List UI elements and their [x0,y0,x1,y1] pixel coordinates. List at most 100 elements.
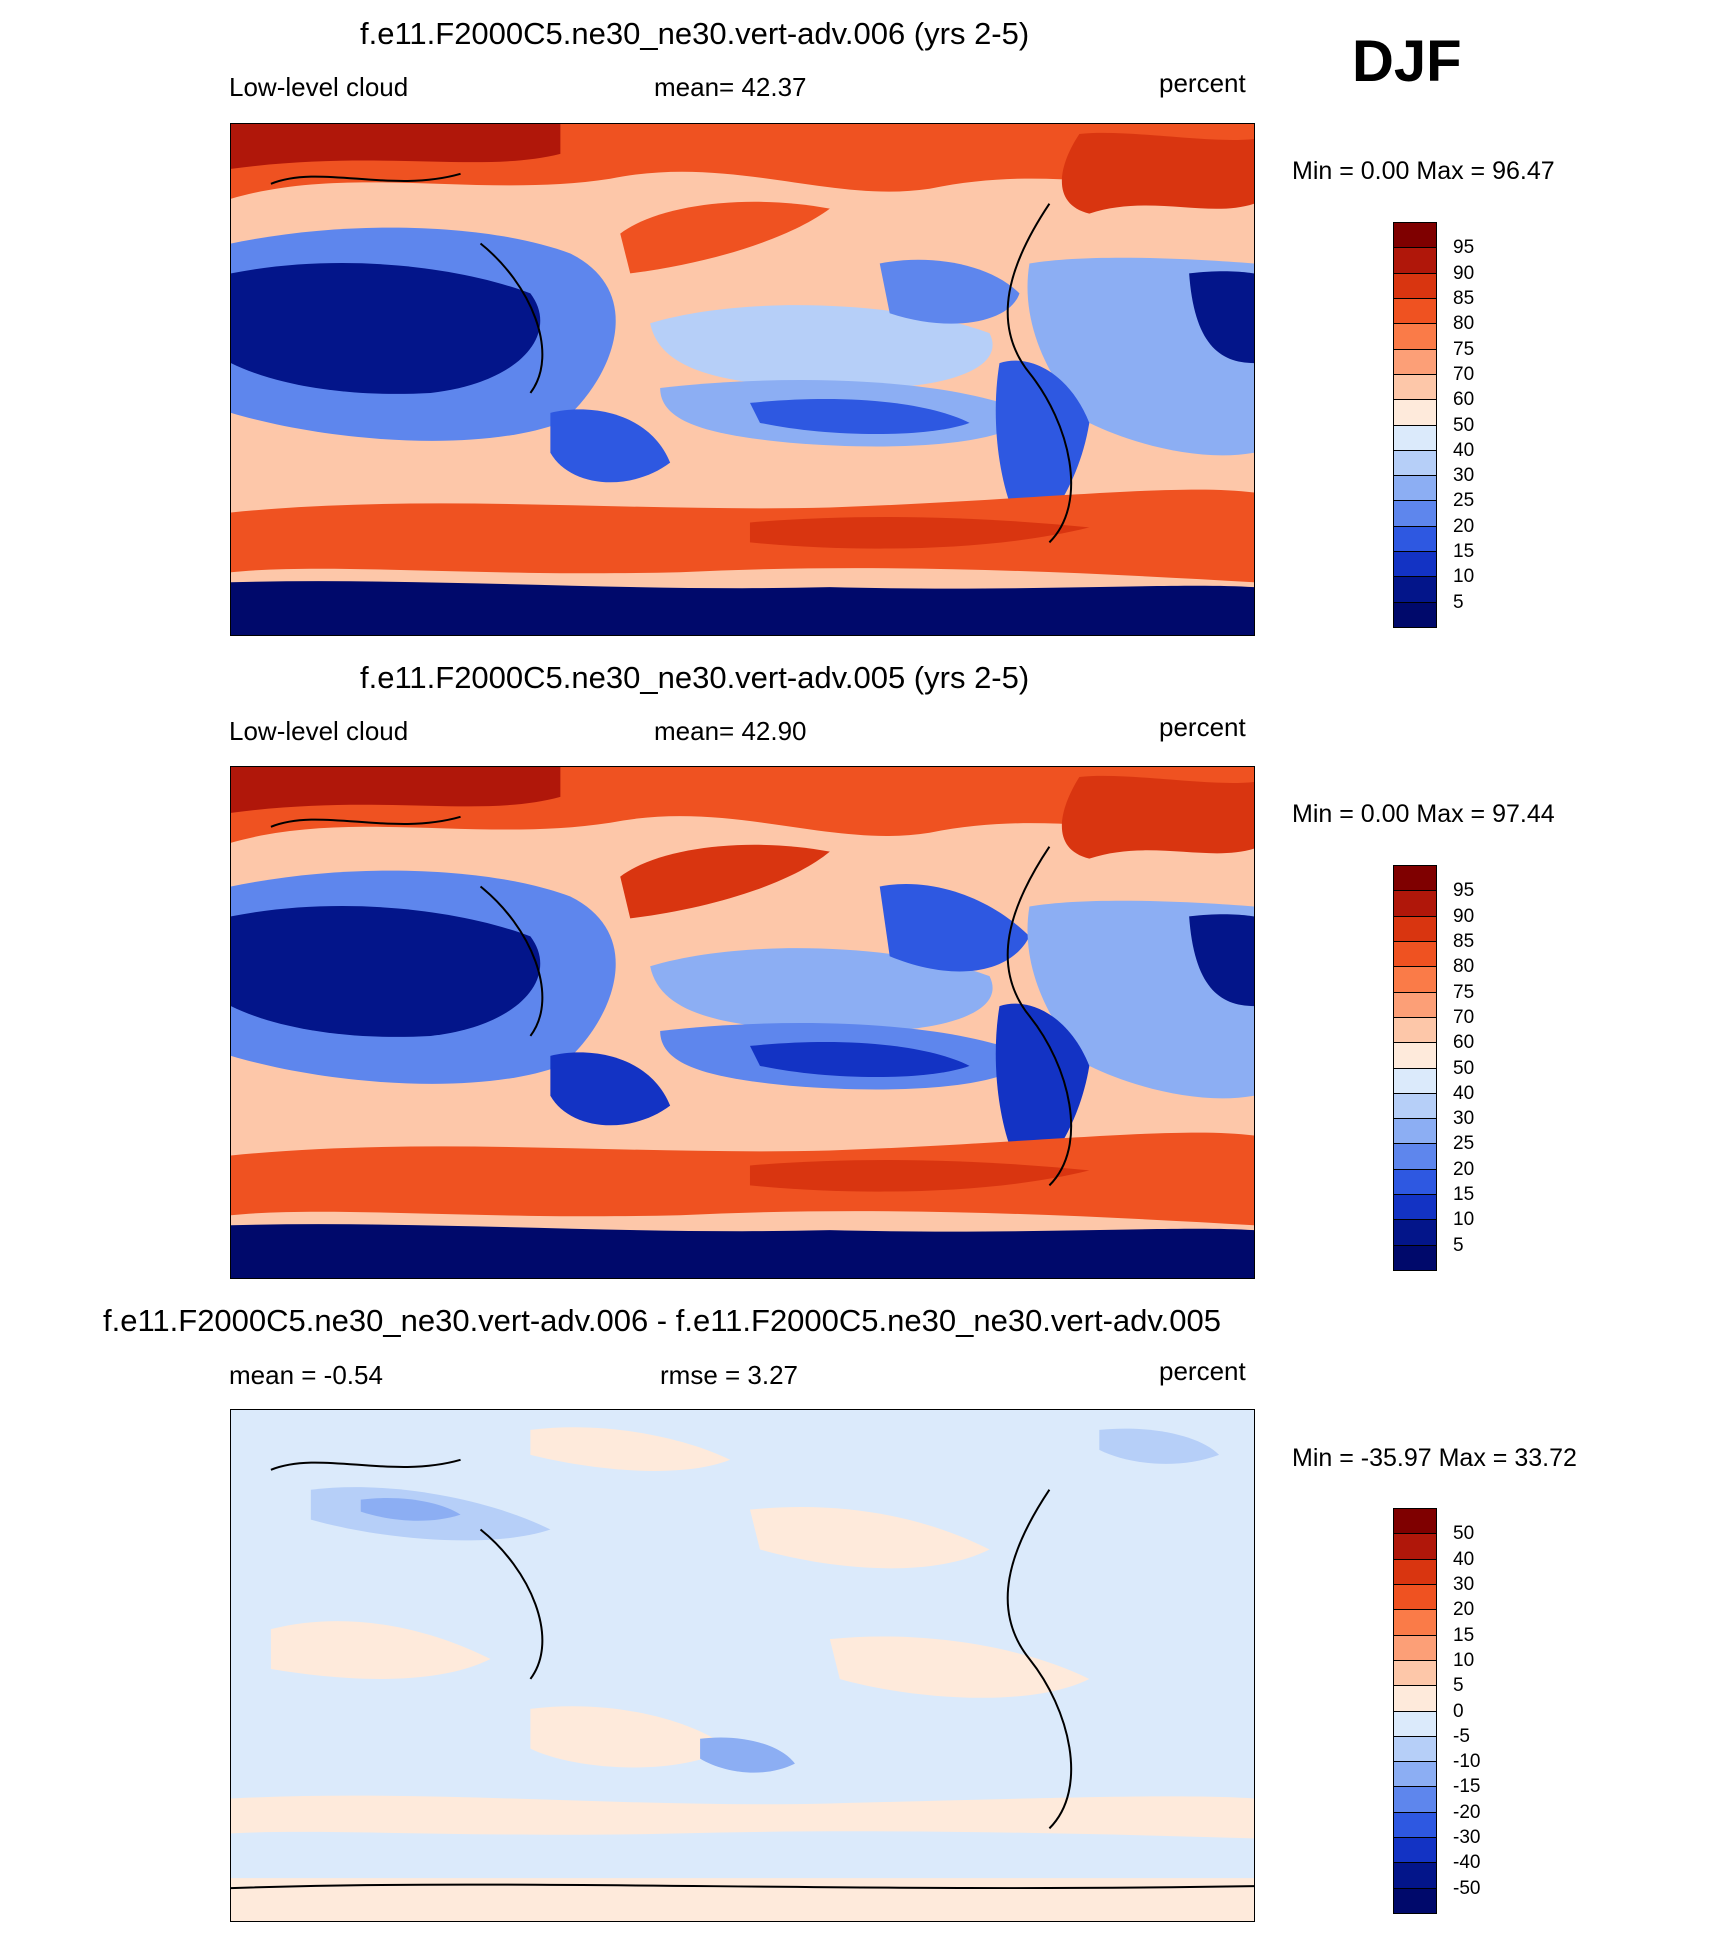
colorbar-label: -20 [1453,1801,1481,1823]
colorbar-box [1393,1244,1437,1271]
colorbar-label: 0 [1453,1700,1464,1722]
colorbar-box [1393,1558,1437,1585]
colorbar-box [1393,323,1437,350]
colorbar-label: 80 [1453,956,1475,978]
southern-ocean-cloud [231,1132,1254,1226]
colorbar-label: 20 [1453,1599,1475,1621]
colorbar-label: 15 [1453,1624,1475,1646]
colorbar-label: 30 [1453,1573,1475,1595]
colorbar-box [1393,297,1437,325]
colorbar-label: 90 [1453,905,1475,927]
colorbar-label: -30 [1453,1827,1481,1849]
panel-1-units-label: percent [1159,68,1246,98]
southern-ocean-cloud-core [749,1160,1090,1192]
colorbar-box [1393,1837,1437,1864]
antarctica-min-cloud [231,1224,1254,1278]
positive-anomaly [530,1706,731,1768]
panel-3-rmse-label: rmse = 3.27 [660,1360,799,1390]
tropical-pacific-core [749,1042,970,1078]
panel-2-minmax-label: Min = 0.00 Max = 97.44 [1292,800,1555,828]
coastline [270,815,1073,1187]
colorbar-label: 95 [1453,880,1475,902]
colorbar-box [1393,1219,1437,1246]
colorbar-label: 50 [1453,1057,1475,1079]
colorbar-label: 80 [1453,313,1475,335]
positive-anomaly-band [231,1795,1254,1839]
arctic-cloud-core [231,124,561,169]
colorbar-box [1393,1761,1437,1788]
colorbar-box [1393,890,1437,917]
north-africa-east-min [1189,271,1254,364]
colorbar-box [1393,399,1437,426]
season-label: DJF [1352,29,1462,94]
colorbar-box [1393,1659,1437,1687]
colorbar-box [1393,1016,1437,1044]
sahara-arabia-min-cloud [231,263,541,394]
colorbar-label: 50 [1453,414,1475,436]
colorbar-label: 15 [1453,1184,1475,1206]
colorbar-label: -5 [1453,1725,1470,1747]
colorbar-label: 40 [1453,1548,1475,1570]
north-africa-east-min [1189,914,1254,1007]
north-america-low-cloud [879,259,1020,324]
southern-ocean-cloud-core [749,517,1090,549]
colorbar-label: 75 [1453,981,1475,1003]
colorbar-label: 90 [1453,262,1475,284]
colorbar-box [1393,601,1437,628]
coastline [270,172,1073,544]
colorbar-box [1393,551,1437,578]
colorbar-label: 60 [1453,389,1475,411]
colorbar-box [1393,991,1437,1018]
north-america-low-cloud [879,883,1030,972]
colorbar-label: 10 [1453,1649,1475,1671]
colorbar-label: 5 [1453,1675,1464,1697]
colorbar-box [1393,500,1437,527]
panel-1-minmax-label: Min = 0.00 Max = 96.47 [1292,157,1555,185]
colorbar-label: 20 [1453,1158,1475,1180]
panel-1-title: f.e11.F2000C5.ne30_ne30.vert-adv.006 (yr… [360,16,1030,51]
colorbar-label: -40 [1453,1852,1481,1874]
panel-2-colorbar: 95 90 85 80 75 70 60 50 40 30 25 20 15 10 5 [1393,865,1493,1271]
panel-2-title: f.e11.F2000C5.ne30_ne30.vert-adv.005 (yr… [360,660,1030,695]
colorbar-label: 95 [1453,237,1475,259]
colorbar-box [1393,1862,1437,1889]
panel-3-minmax-label: Min = -35.97 Max = 33.72 [1292,1444,1577,1472]
colorbar-box [1393,1735,1437,1763]
sahara-arabia-min-cloud [231,906,541,1037]
colorbar-box [1393,1786,1437,1813]
colorbar-box [1393,1118,1437,1145]
colorbar-box [1393,1583,1437,1611]
panel-1-colorbar: 95 90 85 80 75 70 60 50 40 30 25 20 15 10 5 [1393,222,1493,628]
colorbar-box [1393,915,1437,942]
negative-anomaly [700,1737,795,1773]
colorbar-box [1393,222,1437,249]
colorbar-box [1393,348,1437,375]
colorbar-label: 85 [1453,930,1475,952]
australia-low-cloud [550,1052,671,1126]
colorbar-box [1393,1194,1437,1221]
colorbar-box [1393,1042,1437,1069]
colorbar-label: 5 [1453,591,1464,613]
panel-3-mean-label: mean = -0.54 [229,1360,383,1390]
australia-low-cloud [550,409,671,483]
positive-anomaly [270,1621,491,1679]
low-level-cloud-map-006 [230,123,1255,636]
north-pacific-subtropics [650,948,993,1032]
panel-1-mean-label: mean= 42.37 [654,72,807,102]
panel-2-variable-label: Low-level cloud [229,716,409,746]
colorbar-box [1393,449,1437,477]
south-america-low-cloud [995,1003,1090,1186]
map-svg-diff [231,1410,1254,1921]
colorbar-label: 40 [1453,1082,1475,1104]
colorbar-box [1393,1710,1437,1737]
map-svg-006 [231,124,1254,635]
colorbar-box [1393,1609,1437,1636]
coastline [231,1458,1254,1890]
south-america-low-cloud [995,360,1090,543]
colorbar-box [1393,1685,1437,1712]
colorbar-label: 25 [1453,1133,1475,1155]
colorbar-box [1393,475,1437,502]
colorbar-box [1393,1811,1437,1839]
colorbar-label: 25 [1453,490,1475,512]
colorbar-label: 40 [1453,439,1475,461]
